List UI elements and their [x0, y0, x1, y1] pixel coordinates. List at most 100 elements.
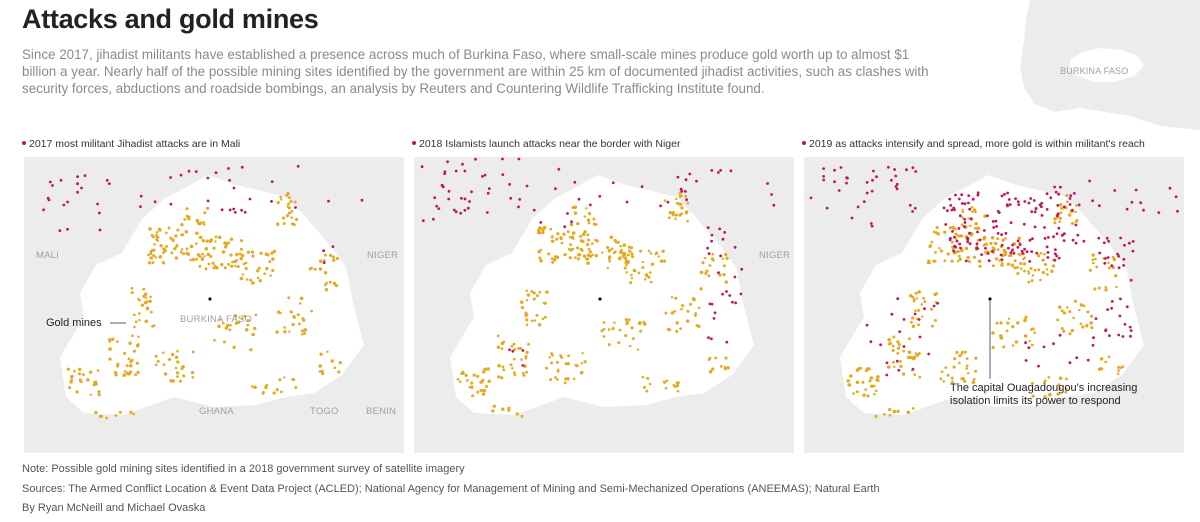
gold-mine-dot — [671, 210, 675, 215]
gold-mine-dot — [144, 319, 149, 324]
attack-dot — [1059, 185, 1062, 189]
gold-mine-dot — [950, 376, 954, 380]
gold-mine-dot — [573, 205, 578, 209]
gold-mine-dot — [560, 356, 564, 359]
attack-dot — [1110, 306, 1113, 310]
gold-mine-dot — [313, 267, 317, 271]
gold-mine-dot — [594, 238, 597, 242]
gold-mine-dot — [155, 233, 158, 237]
attack-dot — [728, 294, 732, 297]
attack-dot — [481, 175, 484, 178]
gold-mine-dot — [328, 280, 332, 284]
gold-mine-dot — [566, 230, 570, 234]
attack-dot — [968, 231, 972, 235]
gold-mine-dot — [628, 318, 631, 321]
attack-dot — [1047, 236, 1050, 239]
gold-mine-dot — [131, 334, 134, 338]
gold-mine-dot — [165, 244, 169, 248]
attack-dot — [517, 205, 520, 209]
locator-map: BURKINA FASO — [1010, 0, 1200, 130]
gold-mine-dot — [594, 253, 598, 258]
gold-mine-dot — [187, 217, 191, 221]
gold-mine-dot — [676, 381, 680, 385]
attack-dot — [1106, 308, 1109, 311]
gold-mine-dot — [984, 250, 988, 254]
attack-dot — [984, 246, 987, 250]
gold-mine-dot — [130, 291, 134, 295]
gold-mine-dot — [921, 315, 924, 318]
gold-mine-dot — [280, 390, 283, 394]
attack-dot — [1128, 241, 1131, 245]
attack-dot — [710, 233, 714, 237]
gold-mine-dot — [670, 311, 675, 315]
gold-mine-dot — [662, 259, 667, 263]
attack-dot — [957, 227, 961, 230]
gold-mine-dot — [960, 248, 964, 253]
gold-mine-dot — [874, 414, 878, 418]
gold-mine-dot — [955, 237, 958, 241]
attack-dot — [725, 340, 729, 344]
gold-mine-dot — [972, 377, 976, 381]
gold-mine-dot — [574, 256, 577, 259]
capital-ouagadougou-marker — [988, 297, 992, 301]
attack-dot — [1018, 243, 1022, 246]
attack-dot — [463, 169, 467, 173]
gold-mine-dot — [582, 232, 586, 236]
gold-mine-dot — [674, 296, 678, 300]
attack-dot — [908, 203, 912, 207]
attack-dot — [870, 224, 874, 228]
gold-mine-dot — [271, 257, 275, 261]
gold-mine-dot — [977, 259, 982, 264]
gold-mine-dot — [573, 211, 578, 215]
label-togo: TOGO — [310, 406, 339, 417]
gold-mine-dot — [902, 349, 905, 353]
gold-mine-dot — [1079, 322, 1083, 326]
attack-dot — [879, 343, 882, 347]
gold-mine-dot — [650, 262, 655, 266]
gold-mine-dot — [576, 221, 580, 226]
gold-mine-dot — [244, 327, 249, 332]
attack-dot — [96, 202, 99, 206]
attack-dot — [1060, 233, 1064, 237]
gold-mine-dot — [264, 252, 269, 256]
gold-mine-dot — [287, 206, 291, 210]
gold-mine-dot — [892, 335, 896, 339]
gold-mine-dot — [205, 206, 210, 210]
attack-dot — [1016, 245, 1020, 249]
gold-mine-dot — [114, 373, 118, 377]
attack-dot — [169, 176, 173, 179]
attack-dot — [566, 212, 569, 215]
gold-mine-dot — [256, 269, 260, 273]
attack-dot — [958, 242, 962, 246]
gold-mine-dot — [296, 313, 300, 317]
gold-mine-dot — [1104, 288, 1108, 292]
attack-dot — [1007, 198, 1011, 201]
gold-mine-dot — [538, 231, 542, 235]
gold-mine-dot — [535, 313, 539, 317]
gold-mine-dot — [711, 258, 715, 262]
attack-dot — [710, 337, 713, 341]
attack-dot — [952, 249, 956, 253]
gold-mine-dot — [234, 264, 237, 268]
gold-mine-dot — [907, 355, 911, 360]
gold-mine-dot — [543, 301, 547, 305]
gold-mine-dot — [938, 246, 941, 250]
gold-mine-dot — [465, 379, 469, 382]
gold-mine-dot — [108, 337, 111, 341]
gold-mine-dot — [893, 365, 896, 368]
attack-dot — [1058, 333, 1062, 337]
gold-mine-dot — [896, 351, 900, 355]
gold-mine-dot — [116, 340, 119, 343]
gold-mine-dot — [283, 326, 286, 329]
gold-mine-dot — [251, 254, 255, 258]
gold-mine-dot — [1030, 328, 1033, 331]
gold-mine-dot — [472, 373, 476, 377]
attack-dot — [1157, 211, 1161, 214]
attack-dot — [1119, 297, 1122, 301]
attack-dot — [139, 205, 142, 208]
gold-mine-dot — [228, 328, 232, 332]
gold-mine-dot — [932, 230, 936, 234]
gold-mine-dot — [586, 218, 591, 222]
gold-mine-dot — [291, 377, 295, 381]
gold-mine-dot — [1041, 270, 1046, 275]
